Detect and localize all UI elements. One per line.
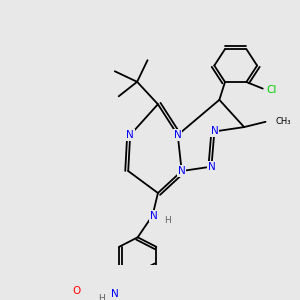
Text: N: N <box>126 130 134 140</box>
Text: N: N <box>174 130 182 140</box>
Text: N: N <box>111 289 119 299</box>
Text: N: N <box>178 166 186 176</box>
Text: CH₃: CH₃ <box>275 117 290 126</box>
Text: H: H <box>98 294 104 300</box>
Text: N: N <box>150 211 158 221</box>
Text: O: O <box>72 286 81 296</box>
Text: Cl: Cl <box>266 85 276 95</box>
Text: N: N <box>208 162 215 172</box>
Text: N: N <box>211 127 218 136</box>
Text: H: H <box>164 216 171 225</box>
